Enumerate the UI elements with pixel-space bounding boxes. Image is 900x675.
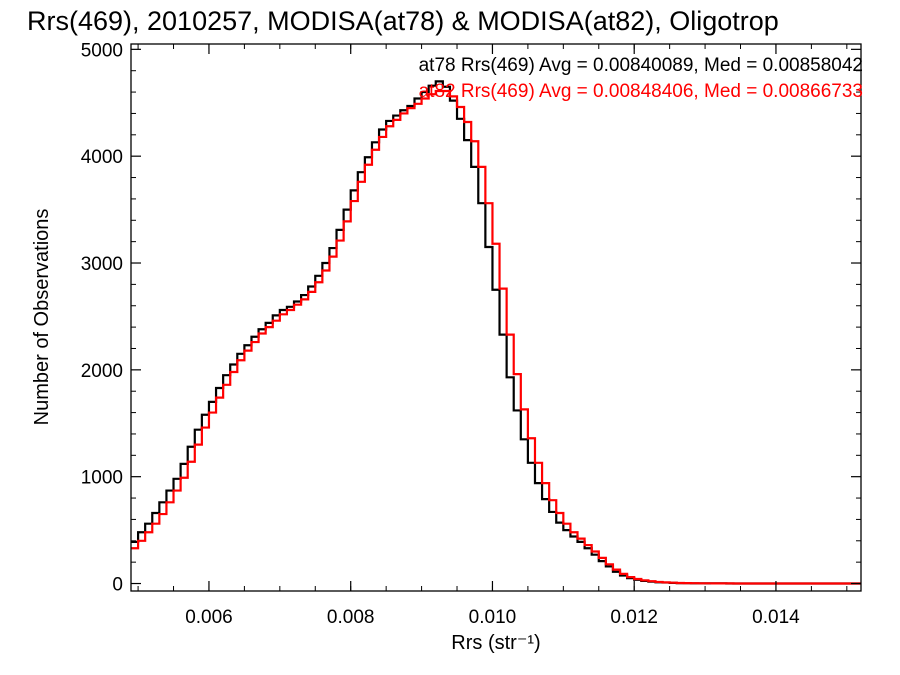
series-layer bbox=[131, 80, 861, 585]
y-tick-label: 3000 bbox=[81, 254, 123, 275]
y-tick-label: 2000 bbox=[81, 361, 123, 382]
y-tick-label: 1000 bbox=[81, 468, 123, 489]
x-tick-label: 0.014 bbox=[752, 607, 800, 628]
series-line-at78 bbox=[131, 80, 861, 585]
x-tick-label: 0.008 bbox=[327, 607, 375, 628]
y-tick-label: 0 bbox=[112, 575, 123, 596]
x-tick-label: 0.012 bbox=[610, 607, 658, 628]
y-tick-label: 5000 bbox=[81, 40, 123, 61]
x-tick-label: 0.006 bbox=[185, 607, 233, 628]
legend-entry-at78: at78 Rrs(469) Avg = 0.00840089, Med = 0.… bbox=[419, 55, 863, 76]
legend-entry-at82: at82 Rrs(469) Avg = 0.00848406, Med = 0.… bbox=[419, 81, 863, 102]
y-tick-label: 4000 bbox=[81, 147, 123, 168]
plot-frame bbox=[130, 43, 862, 592]
ticks-layer: 0.006 0.008 0.010 0.012 0.014 0 1000 2000 3000 40… bbox=[81, 40, 861, 628]
x-axis-label: Rrs (str⁻¹) bbox=[451, 632, 540, 654]
chart-title: Rrs(469), 2010257, MODISA(at78) & MODISA… bbox=[27, 6, 779, 36]
legend: at78 Rrs(469) Avg = 0.00840089, Med = 0.… bbox=[419, 55, 863, 102]
y-axis-label: Number of Observations bbox=[31, 209, 53, 426]
series-line-at82 bbox=[131, 89, 861, 585]
x-tick-label: 0.010 bbox=[469, 607, 517, 628]
